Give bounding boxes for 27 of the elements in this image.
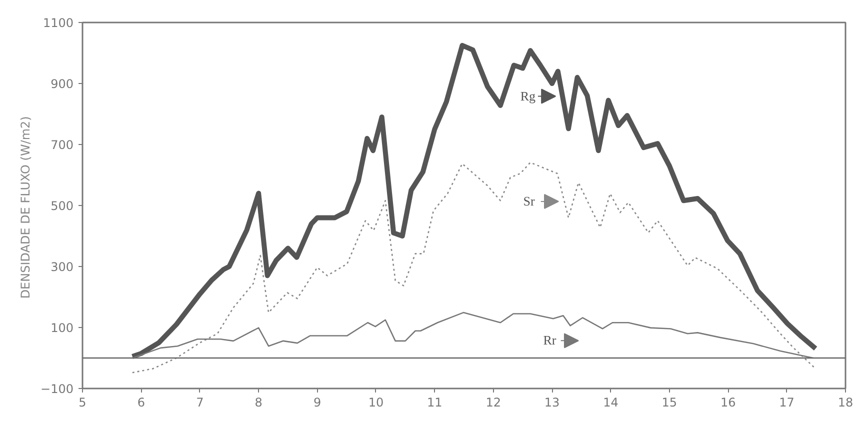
y-axis-title: DENSIDADE DE FLUXO (W/m2) xyxy=(18,116,33,299)
line-series xyxy=(132,162,816,374)
x-tick-label: 11 xyxy=(427,396,442,410)
x-tick-label: 12 xyxy=(486,396,501,410)
legend-label: Rr xyxy=(543,332,557,348)
x-tick-label: 9 xyxy=(313,396,322,410)
x-tick-label: 17 xyxy=(779,396,794,410)
x-tick-label: 6 xyxy=(137,396,146,410)
y-tick-label: 300 xyxy=(50,260,74,274)
y-tick-label: 100 xyxy=(50,321,74,335)
x-tick-label: 7 xyxy=(196,396,204,410)
line-series xyxy=(132,312,814,359)
y-tick-label: 900 xyxy=(50,77,74,91)
y-tick-label: −100 xyxy=(40,382,74,396)
x-tick-label: 14 xyxy=(603,396,618,410)
x-tick-label: 18 xyxy=(838,396,854,410)
x-tick-label: 8 xyxy=(254,396,262,410)
x-tick-label: 13 xyxy=(544,396,560,410)
x-tick-label: 10 xyxy=(368,396,384,410)
legend-label: Rg xyxy=(520,88,536,104)
legend-label: Sr xyxy=(523,193,536,208)
x-tick-label: 5 xyxy=(78,396,86,410)
x-tick-label: 16 xyxy=(720,396,736,410)
y-tick-label: 1100 xyxy=(42,16,74,30)
x-tick-label: 15 xyxy=(662,396,678,410)
y-tick-label: 700 xyxy=(50,138,74,152)
y-tick-label: 500 xyxy=(50,199,74,213)
